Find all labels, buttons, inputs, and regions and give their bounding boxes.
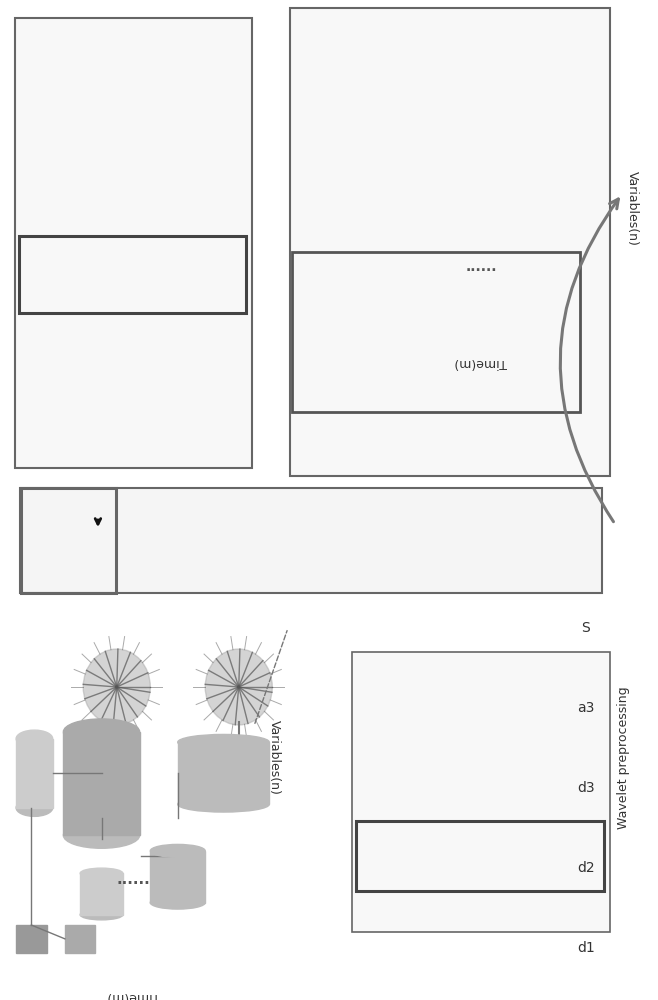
Text: a3: a3 — [577, 701, 595, 715]
Ellipse shape — [63, 719, 139, 745]
Ellipse shape — [150, 844, 205, 857]
Bar — [63, 732, 139, 835]
Bar — [80, 873, 123, 915]
Ellipse shape — [80, 910, 123, 920]
Bar — [16, 739, 53, 808]
Text: d1: d1 — [577, 941, 595, 955]
Text: d3: d3 — [577, 781, 595, 795]
Text: Wavelet preprocessing: Wavelet preprocessing — [617, 687, 630, 829]
Ellipse shape — [178, 734, 269, 750]
Circle shape — [205, 649, 272, 725]
Ellipse shape — [63, 822, 139, 848]
Text: Variables(n): Variables(n) — [268, 720, 280, 794]
Text: Variables(n): Variables(n) — [626, 171, 638, 245]
Bar — [178, 742, 269, 804]
Bar — [150, 851, 205, 903]
Ellipse shape — [16, 730, 53, 747]
Bar — [65, 925, 95, 953]
Ellipse shape — [16, 799, 53, 816]
Text: ......: ...... — [116, 871, 151, 886]
Text: ......: ...... — [465, 260, 497, 274]
Text: d2: d2 — [577, 861, 595, 875]
Ellipse shape — [80, 868, 123, 878]
Ellipse shape — [178, 797, 269, 812]
Text: Time(m): Time(m) — [455, 356, 507, 368]
Circle shape — [83, 649, 150, 725]
Text: Time(m): Time(m) — [107, 990, 160, 1000]
Ellipse shape — [150, 896, 205, 909]
Text: S: S — [582, 621, 590, 635]
Bar — [16, 925, 47, 953]
